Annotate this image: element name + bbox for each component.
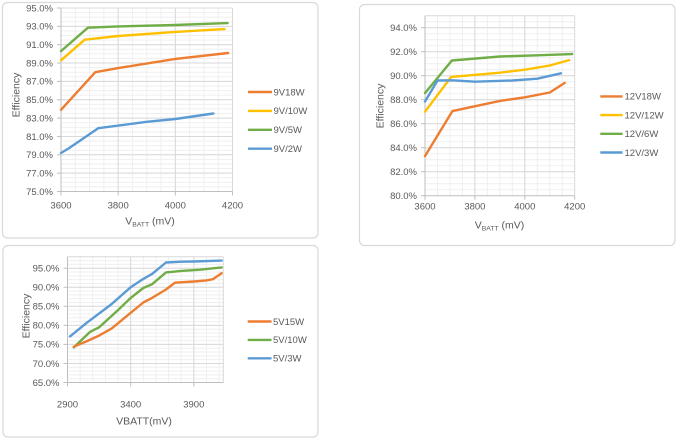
svg-text:80.0%: 80.0% — [390, 191, 417, 202]
svg-text:82.0%: 82.0% — [390, 167, 417, 178]
svg-text:75.0%: 75.0% — [26, 187, 53, 198]
svg-text:77.0%: 77.0% — [26, 168, 53, 179]
svg-text:65.0%: 65.0% — [33, 378, 60, 389]
svg-text:84.0%: 84.0% — [390, 143, 417, 154]
svg-text:9V18W: 9V18W — [274, 87, 305, 98]
svg-text:88.0%: 88.0% — [390, 95, 417, 106]
svg-text:3800: 3800 — [464, 202, 485, 213]
svg-text:89.0%: 89.0% — [26, 58, 53, 69]
svg-text:80.0%: 80.0% — [33, 321, 60, 332]
svg-text:Efficiency: Efficiency — [21, 293, 33, 338]
svg-text:5V15W: 5V15W — [273, 317, 304, 328]
svg-text:12V/12W: 12V/12W — [625, 110, 664, 121]
svg-text:VBATT(mV): VBATT(mV) — [116, 416, 172, 428]
svg-text:4200: 4200 — [222, 201, 243, 212]
svg-text:92.0%: 92.0% — [390, 47, 417, 58]
svg-text:12V/6W: 12V/6W — [625, 129, 659, 140]
svg-text:95.0%: 95.0% — [33, 264, 60, 275]
svg-text:85.0%: 85.0% — [26, 95, 53, 106]
svg-text:85.0%: 85.0% — [33, 302, 60, 313]
svg-text:87.0%: 87.0% — [26, 77, 53, 88]
svg-text:12V18W: 12V18W — [625, 92, 661, 103]
svg-text:3600: 3600 — [414, 202, 435, 213]
svg-text:86.0%: 86.0% — [390, 119, 417, 130]
svg-text:Efficiency: Efficiency — [375, 83, 387, 128]
svg-text:Efficiency: Efficiency — [11, 72, 23, 117]
svg-text:4200: 4200 — [564, 202, 585, 213]
svg-text:5V/10W: 5V/10W — [273, 335, 307, 346]
svg-text:90.0%: 90.0% — [33, 283, 60, 294]
svg-text:75.0%: 75.0% — [33, 340, 60, 351]
svg-text:2900: 2900 — [57, 400, 78, 411]
svg-text:3600: 3600 — [50, 201, 71, 212]
svg-text:5V/3W: 5V/3W — [273, 354, 302, 365]
svg-text:93.0%: 93.0% — [26, 22, 53, 33]
svg-text:94.0%: 94.0% — [390, 23, 417, 34]
svg-text:4000: 4000 — [514, 202, 535, 213]
svg-text:3900: 3900 — [183, 400, 204, 411]
svg-text:4000: 4000 — [165, 201, 186, 212]
svg-text:9V/2W: 9V/2W — [274, 144, 303, 155]
svg-text:95.0%: 95.0% — [26, 3, 53, 14]
svg-text:91.0%: 91.0% — [26, 40, 53, 51]
svg-text:9V/5W: 9V/5W — [274, 125, 303, 136]
svg-text:70.0%: 70.0% — [33, 359, 60, 370]
svg-text:12V/3W: 12V/3W — [625, 148, 659, 159]
svg-text:3800: 3800 — [108, 201, 129, 212]
svg-text:9V/10W: 9V/10W — [274, 106, 308, 117]
svg-text:90.0%: 90.0% — [390, 71, 417, 82]
svg-text:79.0%: 79.0% — [26, 150, 53, 161]
svg-text:81.0%: 81.0% — [26, 132, 53, 143]
svg-text:3400: 3400 — [120, 400, 141, 411]
svg-text:83.0%: 83.0% — [26, 113, 53, 124]
